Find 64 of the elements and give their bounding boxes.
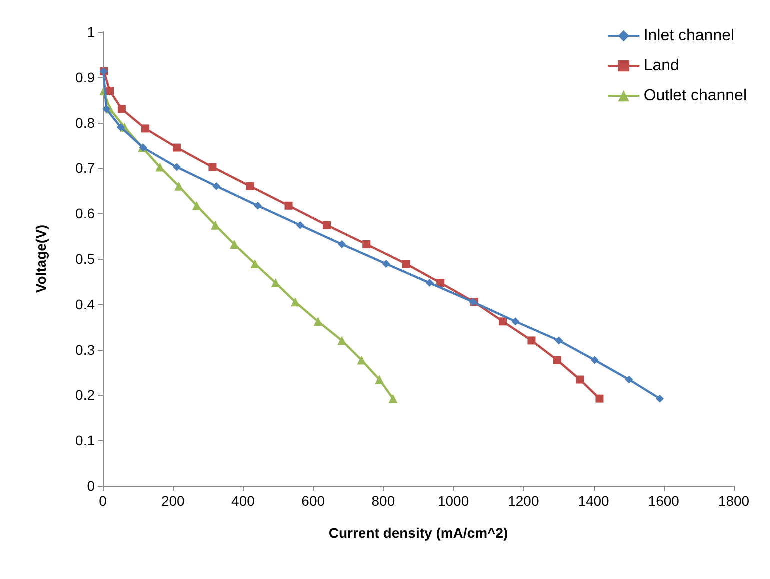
point bbox=[436, 279, 445, 288]
point bbox=[576, 376, 584, 384]
legend-label: Outlet channel bbox=[644, 88, 748, 104]
y-tick-label: 0.8 bbox=[76, 114, 96, 131]
point bbox=[555, 336, 564, 345]
y-tick-label: 0.7 bbox=[76, 160, 96, 176]
point bbox=[254, 202, 262, 210]
x-tick-label: 1800 bbox=[718, 493, 750, 509]
point bbox=[498, 318, 507, 326]
x-tick-label: 1400 bbox=[578, 493, 610, 509]
x-tick-label: 600 bbox=[302, 493, 326, 509]
legend-label: Inlet channel bbox=[644, 28, 735, 44]
point bbox=[402, 260, 410, 268]
y-axis-title: Voltage(V) bbox=[33, 224, 49, 294]
point bbox=[388, 394, 398, 404]
point bbox=[172, 163, 181, 172]
point bbox=[174, 182, 184, 191]
y-tick-label: 0.6 bbox=[76, 206, 96, 222]
point bbox=[296, 221, 304, 230]
y-tick-label: 1 bbox=[87, 24, 96, 40]
x-tick-label: 400 bbox=[232, 493, 256, 509]
point bbox=[212, 182, 221, 190]
y-tick-label: 0 bbox=[87, 478, 96, 494]
x-tick-label: 0 bbox=[99, 493, 108, 509]
point bbox=[528, 336, 536, 345]
point bbox=[246, 182, 254, 190]
point bbox=[656, 394, 664, 403]
point bbox=[625, 376, 634, 384]
point bbox=[362, 240, 371, 248]
x-tick-label: 800 bbox=[372, 493, 396, 509]
point bbox=[192, 201, 202, 210]
point bbox=[118, 105, 126, 114]
y-tick-label: 0.1 bbox=[76, 432, 96, 449]
point bbox=[314, 317, 323, 326]
point bbox=[102, 105, 111, 114]
point bbox=[382, 260, 390, 268]
y-tick-label: 0.9 bbox=[76, 69, 96, 86]
point bbox=[106, 87, 114, 96]
point bbox=[172, 144, 181, 152]
x-tick-label: 1000 bbox=[438, 493, 470, 509]
x-axis-title: Current density (mA/cm^2) bbox=[328, 525, 508, 541]
point bbox=[375, 375, 384, 384]
legend-label: Land bbox=[644, 58, 680, 74]
point bbox=[290, 298, 300, 307]
point bbox=[230, 240, 239, 249]
point bbox=[590, 356, 599, 364]
point bbox=[323, 221, 332, 230]
point bbox=[426, 279, 434, 288]
point bbox=[553, 356, 562, 364]
y-tick-label: 0.5 bbox=[76, 251, 96, 267]
point bbox=[512, 318, 520, 326]
y-tick-label: 0.2 bbox=[76, 387, 96, 404]
x-tick-label: 1200 bbox=[508, 493, 540, 509]
point bbox=[284, 202, 293, 210]
point bbox=[338, 240, 346, 248]
y-tick-label: 0.4 bbox=[76, 296, 96, 312]
x-tick-label: 1600 bbox=[648, 493, 680, 509]
point bbox=[141, 124, 150, 133]
y-tick-label: 0.3 bbox=[76, 342, 96, 358]
point bbox=[116, 123, 125, 132]
x-tick-label: 200 bbox=[161, 493, 186, 509]
point bbox=[208, 163, 217, 172]
point bbox=[596, 394, 604, 403]
point bbox=[357, 356, 366, 365]
